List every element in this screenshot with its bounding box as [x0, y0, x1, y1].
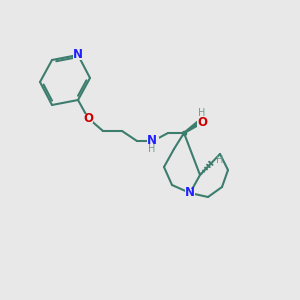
- FancyBboxPatch shape: [73, 50, 83, 59]
- FancyBboxPatch shape: [197, 118, 207, 127]
- Text: H: H: [198, 108, 206, 118]
- Text: N: N: [147, 134, 157, 148]
- FancyBboxPatch shape: [83, 113, 93, 122]
- Text: N: N: [73, 49, 83, 62]
- Text: O: O: [197, 116, 207, 128]
- Text: N: N: [185, 187, 195, 200]
- Text: H: H: [148, 144, 156, 154]
- FancyBboxPatch shape: [185, 188, 195, 197]
- Polygon shape: [184, 120, 201, 134]
- FancyBboxPatch shape: [147, 136, 159, 146]
- Text: H: H: [216, 155, 224, 165]
- Text: O: O: [83, 112, 93, 124]
